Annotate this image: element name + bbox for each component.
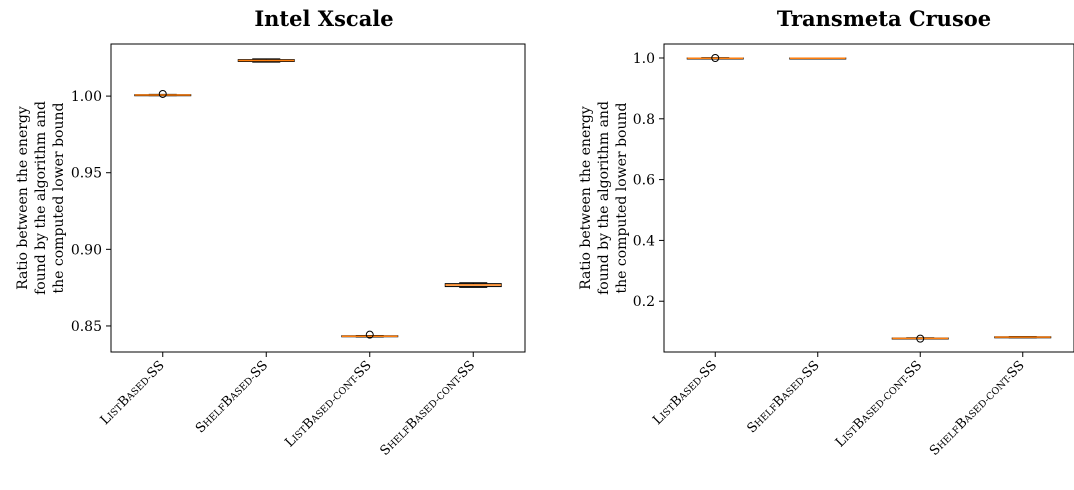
box-4 (994, 335, 1052, 339)
y-tick-label: 0.8 (633, 112, 655, 128)
x-tick-label: SHELFBASED-CONT-SS (378, 358, 479, 459)
box-1 (686, 53, 744, 62)
plot-area-frame (663, 43, 1074, 353)
x-tick-label: SHELFBASED-SS (744, 358, 822, 436)
outlier-point (365, 330, 374, 339)
outlier-point (916, 334, 925, 343)
y-axis-label-line: Ratio between the energy (578, 106, 594, 290)
y-tick-label: 0.2 (633, 294, 655, 310)
box-1 (134, 89, 192, 98)
y-tick-label: 0.85 (71, 319, 102, 335)
y-axis-label-line: the computed lower bound (614, 103, 630, 294)
box-3 (891, 334, 949, 343)
outlier-point (158, 89, 167, 98)
outlier-point (711, 53, 720, 62)
y-axis-label-line: found by the algorithm and (596, 101, 612, 295)
box-3 (341, 330, 399, 339)
x-tick-label: LISTBASED-SS (650, 358, 720, 428)
x-tick-label: SHELFBASED-CONT-SS (927, 358, 1028, 459)
box-2 (789, 57, 847, 60)
chart-panel-1: Intel Xscale 0.85 0.90 0.95 1.00 Ratio betwee… (15, 6, 526, 459)
x-tick-label: SHELFBASED-SS (193, 358, 271, 436)
y-tick-label: 1.00 (71, 89, 102, 105)
y-axis-label-line: found by the algorithm and (33, 101, 49, 295)
plot-area-frame (110, 43, 526, 353)
x-tick-label: LISTBASED-CONT-SS (833, 358, 925, 450)
y-axis-label-line: Ratio between the energy (15, 106, 31, 290)
y-tick-label: 0.90 (71, 242, 102, 258)
box-2 (237, 58, 295, 63)
box-4 (444, 282, 502, 288)
x-tick-label: LISTBASED-CONT-SS (282, 358, 374, 450)
y-tick-label: 0.95 (71, 166, 102, 182)
chart-panel-2: Transmeta Crusoe 0.2 0.4 0.6 0.8 1.0 Ratio bet… (578, 6, 1074, 459)
x-tick-label: LISTBASED-SS (98, 358, 168, 428)
y-tick-label: 1.0 (633, 51, 655, 67)
y-axis-label-line: the computed lower bound (51, 103, 67, 294)
chart-title: Transmeta Crusoe (777, 6, 991, 31)
y-tick-label: 0.6 (633, 173, 655, 189)
chart-title: Intel Xscale (254, 6, 393, 31)
y-tick-label: 0.4 (633, 233, 655, 249)
